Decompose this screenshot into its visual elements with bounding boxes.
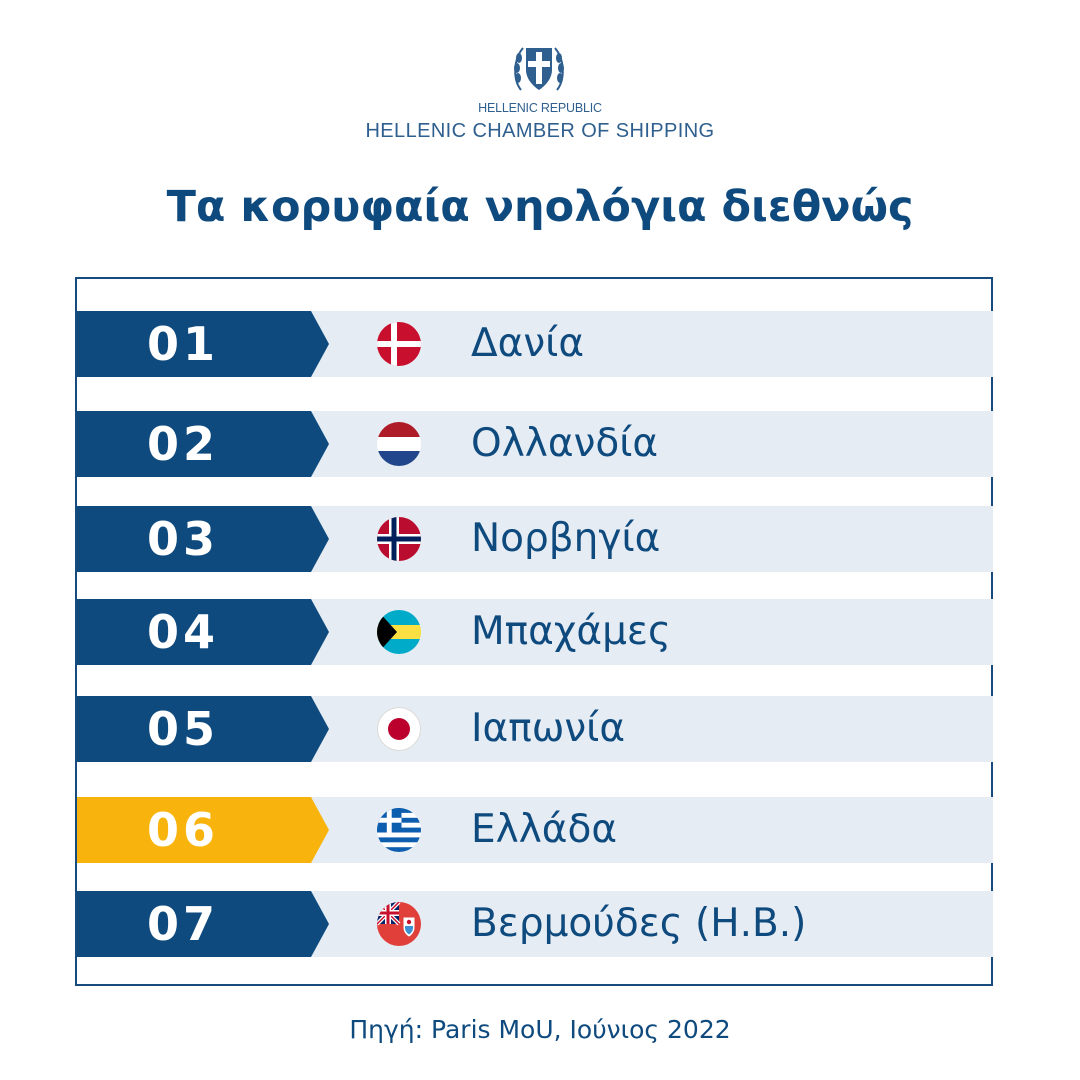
rank-number: 03 (146, 512, 219, 566)
rank-badge (77, 311, 329, 377)
netherlands-flag-icon (377, 422, 421, 466)
org-subtitle: HELLENIC REPUBLIC (478, 101, 602, 115)
greek-coat-of-arms-icon (511, 38, 567, 98)
ranking-row: 05 Ιαπωνία (77, 696, 993, 762)
norway-flag-icon (377, 517, 421, 561)
country-name: Ολλανδία (471, 421, 659, 466)
country-name: Ελλάδα (471, 807, 618, 852)
source-footnote: Πηγή: Paris MoU, Ιούνιος 2022 (349, 1015, 731, 1044)
country-name: Ιαπωνία (471, 706, 626, 751)
country-name: Βερμούδες (Η.Β.) (471, 901, 807, 946)
rank-badge (77, 797, 329, 863)
rank-number: 05 (146, 702, 219, 756)
page-title: Τα κορυφαία νηολόγια διεθνώς (166, 182, 914, 232)
ranking-row-highlighted: 06 Ελλάδα (77, 797, 993, 863)
ranking-panel: 01 Δανία 02 Ολλανδία 03 (75, 277, 993, 986)
ranking-row: 07 Βερμούδες (Η.Β.) (77, 891, 993, 957)
org-name: HELLENIC CHAMBER OF SHIPPING (365, 120, 715, 142)
rank-number: 01 (146, 317, 219, 371)
ranking-row: 04 Μπαχάμες (77, 599, 993, 665)
rank-number: 04 (146, 605, 219, 659)
ranking-row: 03 Νορβηγία (77, 506, 993, 572)
rank-badge (77, 599, 329, 665)
country-name: Δανία (471, 321, 585, 366)
rank-number: 06 (146, 803, 219, 857)
country-name: Μπαχάμες (471, 609, 671, 654)
ranking-row: 01 Δανία (77, 311, 993, 377)
bermuda-flag-icon (377, 902, 421, 946)
rank-number: 07 (146, 897, 219, 951)
denmark-flag-icon (377, 322, 421, 366)
rank-badge (77, 891, 329, 957)
rank-badge (77, 506, 329, 572)
bahamas-flag-icon (377, 610, 421, 654)
rank-badge (77, 411, 329, 477)
japan-flag-icon (377, 707, 421, 751)
rank-number: 02 (146, 417, 219, 471)
rank-badge (77, 696, 329, 762)
country-name: Νορβηγία (471, 516, 661, 561)
ranking-row: 02 Ολλανδία (77, 411, 993, 477)
greece-flag-icon (377, 808, 421, 852)
